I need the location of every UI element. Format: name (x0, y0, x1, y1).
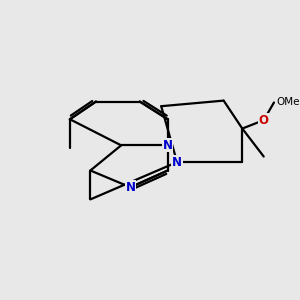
Text: N: N (125, 181, 136, 194)
Text: OMe: OMe (277, 98, 300, 107)
Text: O: O (259, 114, 269, 127)
Text: N: N (172, 156, 182, 169)
Text: N: N (163, 139, 173, 152)
